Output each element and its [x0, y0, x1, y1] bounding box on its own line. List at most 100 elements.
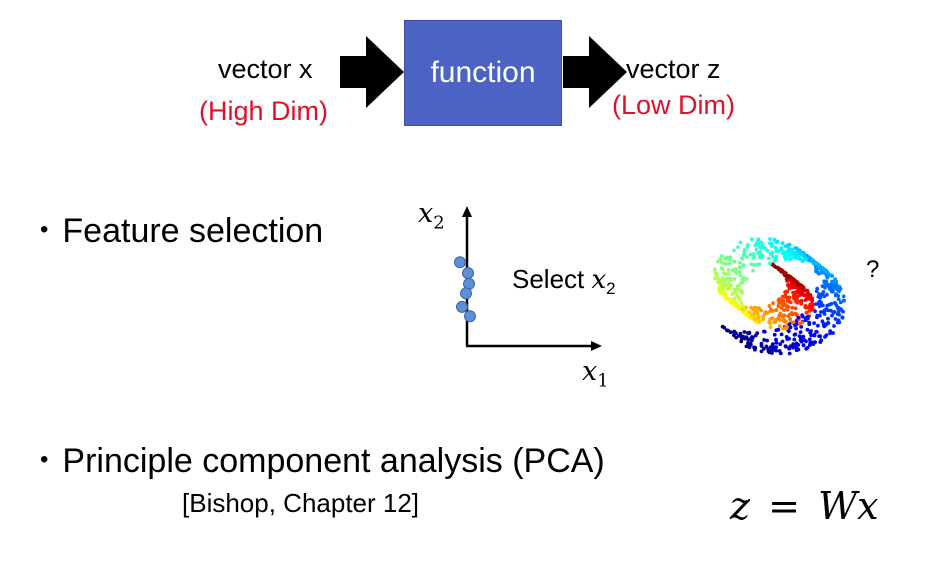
- swiss-roll-point: [787, 295, 792, 300]
- swiss-roll-point: [777, 324, 782, 328]
- swiss-roll-point: [829, 273, 834, 278]
- output-label: vector z: [626, 54, 721, 84]
- output-note: (Low Dim): [612, 90, 736, 120]
- swiss-roll-point: [813, 340, 817, 344]
- data-point: [460, 287, 472, 300]
- x-axis-arrowhead-icon: [591, 341, 602, 351]
- swiss-roll-point: [760, 243, 764, 248]
- swiss-roll-point: [759, 240, 764, 245]
- swiss-roll-point: [810, 257, 814, 262]
- swiss-roll-point: [801, 334, 806, 339]
- swiss-roll-point: [773, 257, 778, 261]
- swiss-roll-point: [820, 319, 825, 324]
- swiss-roll-point: [796, 289, 801, 293]
- swiss-roll-point: [795, 294, 800, 299]
- swiss-roll-point: [736, 334, 741, 338]
- swiss-roll-point: [726, 272, 731, 276]
- swiss-roll-point: [768, 325, 773, 329]
- swiss-roll-point: [756, 240, 761, 245]
- swiss-roll-point: [730, 301, 734, 306]
- swiss-roll-point: [788, 317, 792, 321]
- swiss-roll-point: [722, 262, 727, 266]
- swiss-roll-point: [787, 312, 792, 317]
- swiss-roll-point: [815, 286, 820, 291]
- swiss-roll-point: [727, 261, 732, 266]
- swiss-roll-point: [742, 310, 747, 315]
- swiss-roll-point: [785, 307, 790, 312]
- swiss-roll-point: [815, 315, 819, 320]
- swiss-roll-point: [778, 267, 783, 272]
- function-label: function: [430, 56, 536, 89]
- swiss-roll-point: [812, 321, 816, 325]
- swiss-roll-point: [840, 315, 845, 320]
- bullet-feature-selection: • Feature selection: [40, 212, 323, 251]
- swiss-roll-point: [732, 296, 737, 301]
- swiss-roll-point: [788, 300, 793, 305]
- swiss-roll-point: [738, 240, 743, 245]
- swiss-roll-point: [823, 285, 827, 290]
- swiss-roll-point: [807, 337, 812, 342]
- swiss-roll-point: [837, 309, 841, 313]
- swiss-roll-point: [836, 297, 841, 302]
- swiss-roll-point: [745, 244, 750, 249]
- swiss-roll-point: [756, 237, 761, 242]
- swiss-roll-point: [841, 294, 846, 299]
- swiss-roll-point: [741, 334, 746, 339]
- pca-formula: z = Wx: [730, 484, 879, 528]
- swiss-roll-point: [801, 314, 805, 319]
- swiss-roll-point: [806, 291, 810, 296]
- swiss-roll-point: [778, 351, 783, 356]
- swiss-roll-point: [786, 250, 791, 255]
- swiss-roll-point: [806, 255, 811, 259]
- swiss-roll-point: [793, 285, 798, 290]
- swiss-roll-point: [809, 329, 813, 333]
- swiss-roll-point: [833, 293, 838, 298]
- swiss-roll-point: [794, 299, 798, 304]
- swiss-roll-point: [767, 320, 772, 324]
- swiss-roll-point: [782, 270, 787, 275]
- swiss-roll-point: [742, 249, 747, 254]
- swiss-roll-point: [751, 268, 755, 273]
- swiss-roll-point: [728, 276, 732, 281]
- swiss-roll-point: [765, 338, 769, 343]
- swiss-roll-point: [804, 310, 809, 315]
- swiss-roll-point: [720, 276, 725, 281]
- output-arrow-icon: [563, 36, 627, 108]
- swiss-roll-point: [819, 300, 823, 305]
- swiss-roll-point: [828, 329, 833, 334]
- swiss-roll-point: [782, 308, 786, 312]
- swiss-roll-point: [716, 277, 721, 282]
- swiss-roll-point: [768, 251, 773, 256]
- swiss-roll-point: [799, 298, 804, 303]
- swiss-roll-point: [772, 347, 776, 352]
- swiss-roll-point: [833, 277, 838, 281]
- bullet-pca: • Principle component analysis (PCA): [40, 442, 605, 481]
- bullet-text: Principle component analysis (PCA): [62, 442, 605, 480]
- swiss-roll-point: [787, 329, 791, 334]
- swiss-roll-point: [753, 333, 758, 338]
- swiss-roll-point: [825, 303, 830, 308]
- data-point: [456, 300, 468, 313]
- formula-lhs: z: [730, 484, 751, 528]
- bullet-dot: •: [40, 446, 49, 473]
- swiss-roll-point: [779, 332, 784, 337]
- swiss-roll-point: [757, 320, 762, 324]
- swiss-roll-point: [734, 293, 739, 298]
- swiss-roll-point: [721, 271, 726, 276]
- swiss-roll-point: [794, 346, 799, 351]
- swiss-roll-point: [799, 302, 804, 306]
- swiss-roll-point: [790, 305, 795, 310]
- swiss-roll-point: [759, 344, 764, 348]
- swiss-roll-point: [754, 247, 759, 252]
- swiss-roll-point: [756, 306, 760, 311]
- swiss-roll-point: [783, 290, 787, 294]
- swiss-roll-point: [784, 255, 789, 260]
- swiss-roll-point: [818, 295, 823, 300]
- swiss-roll-point: [826, 308, 830, 313]
- swiss-roll-point: [838, 300, 843, 305]
- swiss-roll-point: [720, 290, 725, 295]
- swiss-roll-point: [780, 241, 785, 246]
- swiss-roll-point: [825, 292, 829, 297]
- swiss-roll-point: [765, 311, 770, 315]
- swiss-roll-point: [810, 296, 814, 301]
